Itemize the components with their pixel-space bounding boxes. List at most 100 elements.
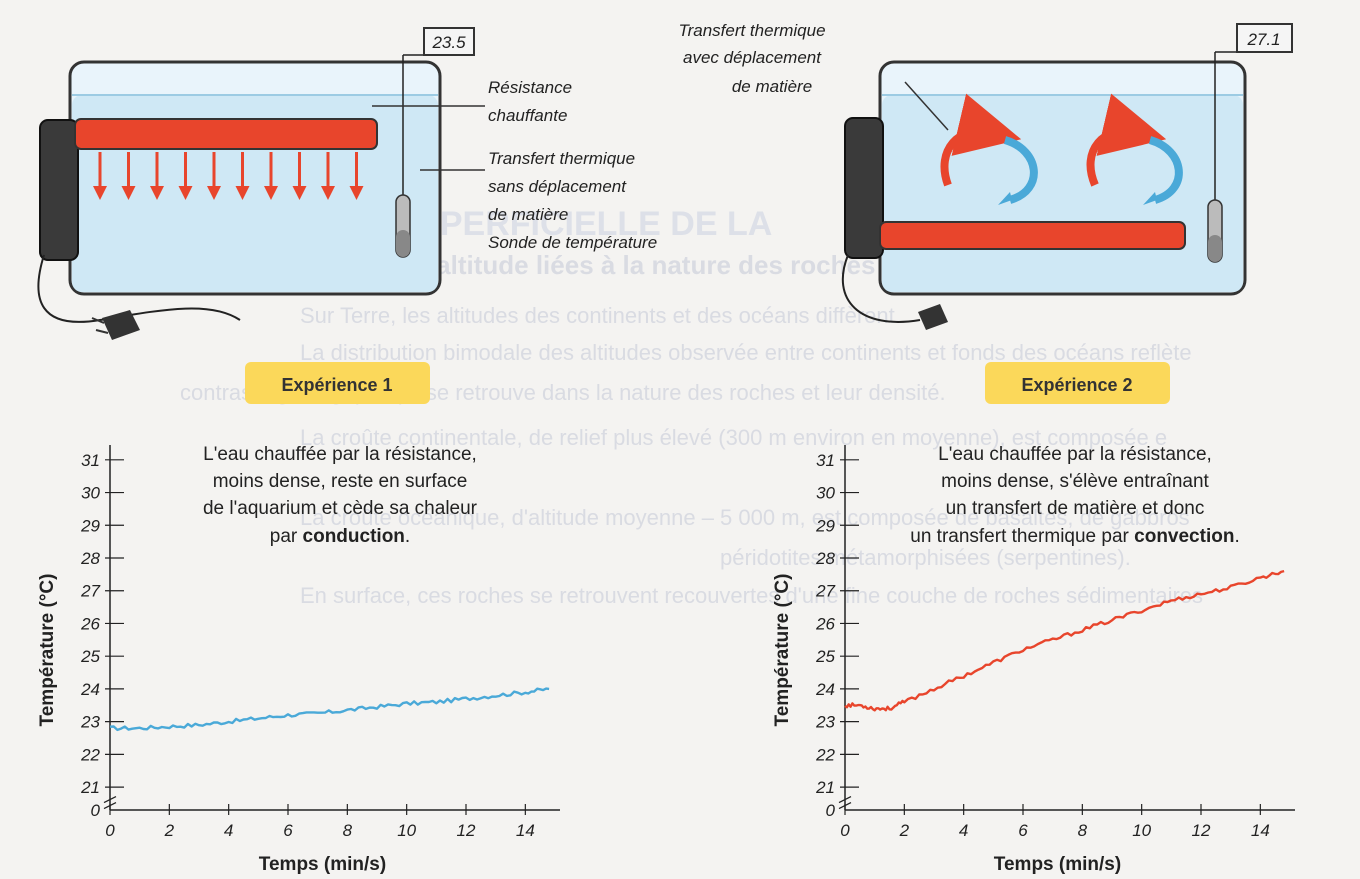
background-line: péridotites métamorphisées (serpentines)… bbox=[720, 545, 1131, 570]
power-cord-1 bbox=[37, 254, 241, 323]
y-tick-label: 24 bbox=[815, 680, 835, 699]
y-tick-label: 25 bbox=[815, 647, 835, 666]
x-tick-label: 2 bbox=[899, 821, 910, 840]
y-tick-label: 31 bbox=[816, 451, 835, 470]
heating-resistance-1 bbox=[74, 118, 378, 150]
background-line: La croûte océanique, d'altitude moyenne … bbox=[300, 505, 1190, 530]
data-series-line bbox=[109, 687, 550, 732]
convection-arrows bbox=[940, 93, 1183, 205]
label-resistance-line1: Résistance bbox=[488, 78, 572, 97]
y-tick-label-zero: 0 bbox=[91, 801, 101, 820]
badge-experience-1-label: Expérience 1 bbox=[281, 375, 392, 395]
y-tick-label: 22 bbox=[80, 745, 100, 764]
exp2-description-end: . bbox=[1234, 526, 1239, 547]
thermometer-display-2: 27.1 bbox=[1215, 23, 1293, 53]
label-transfer1-line2: sans déplacement bbox=[488, 177, 627, 196]
thermometer-display-1: 23.5 bbox=[403, 27, 475, 56]
y-axis-label: Température (°C) bbox=[772, 574, 793, 727]
label-transfer2-line3: de matière bbox=[732, 77, 812, 96]
conduction-arrow bbox=[150, 152, 164, 200]
temperature-probe-1 bbox=[395, 55, 411, 258]
x-tick-label: 10 bbox=[397, 821, 416, 840]
conduction-arrows bbox=[93, 152, 364, 200]
power-cord-2 bbox=[841, 254, 921, 323]
exp1-description-line1: L'eau chauffée par la résistance, bbox=[203, 444, 477, 465]
x-axis-label: Temps (min/s) bbox=[259, 854, 386, 875]
exp1-description-line4-text: par bbox=[270, 526, 303, 547]
background-line: La croûte continentale, de relief plus é… bbox=[300, 425, 1168, 450]
y-tick-label-zero: 0 bbox=[826, 801, 836, 820]
conduction-arrow bbox=[178, 152, 193, 200]
exp1-description-end: . bbox=[405, 526, 410, 547]
conduction-arrow bbox=[321, 152, 335, 200]
x-tick-label: 12 bbox=[457, 821, 476, 840]
y-tick-label: 21 bbox=[80, 778, 100, 797]
y-tick-label: 23 bbox=[80, 713, 100, 732]
y-tick-label: 30 bbox=[816, 484, 835, 503]
badge-experience-2: Expérience 2 bbox=[985, 362, 1170, 404]
conduction-arrow bbox=[235, 152, 250, 200]
y-axis-label: Température (°C) bbox=[37, 574, 58, 727]
exp1-description-line3: de l'aquarium et cède sa chaleur bbox=[203, 498, 478, 519]
y-tick-label: 22 bbox=[815, 745, 835, 764]
x-tick-label: 0 bbox=[840, 821, 850, 840]
exp1-description-line4: par conduction. bbox=[270, 526, 410, 547]
x-tick-label: 6 bbox=[283, 821, 293, 840]
data-series-line bbox=[844, 569, 1285, 712]
y-tick-label: 27 bbox=[815, 582, 835, 601]
y-tick-label: 29 bbox=[80, 516, 100, 535]
x-tick-label: 10 bbox=[1132, 821, 1151, 840]
conduction-arrow bbox=[264, 152, 278, 200]
x-tick-label: 14 bbox=[1251, 821, 1270, 840]
exp2-description-line2: moins dense, s'élève entraînant bbox=[941, 471, 1209, 492]
y-tick-label: 31 bbox=[81, 451, 100, 470]
exp1-description-keyword: conduction bbox=[303, 526, 405, 547]
leader-lines-2 bbox=[904, 81, 949, 131]
exp2-description-line4-text: un transfert thermique par bbox=[910, 526, 1134, 547]
background-line: La distribution bimodale des altitudes o… bbox=[300, 340, 1192, 365]
x-tick-label: 2 bbox=[164, 821, 175, 840]
label-transfer1-line1: Transfert thermique bbox=[488, 149, 635, 168]
heating-resistance-2 bbox=[879, 221, 1186, 250]
y-tick-label: 28 bbox=[80, 549, 100, 568]
thermometer-value-1: 23.5 bbox=[431, 33, 466, 52]
exp2-description-line3: un transfert de matière et donc bbox=[946, 498, 1205, 519]
thermometer-value-2: 27.1 bbox=[1246, 30, 1280, 49]
exp2-description-keyword: convection bbox=[1134, 526, 1234, 547]
x-axis-label: Temps (min/s) bbox=[994, 854, 1121, 875]
plug-1 bbox=[91, 310, 140, 340]
badge-experience-2-label: Expérience 2 bbox=[1021, 375, 1132, 395]
background-line: Sur Terre, les altitudes des continents … bbox=[300, 303, 901, 328]
label-transfer1-line3: de matière bbox=[488, 205, 568, 224]
y-tick-label: 25 bbox=[80, 647, 100, 666]
y-tick-label: 21 bbox=[815, 778, 835, 797]
y-tick-label: 26 bbox=[80, 614, 100, 633]
conduction-arrow bbox=[349, 152, 364, 200]
label-transfer2-line1: Transfert thermique bbox=[678, 21, 825, 40]
x-tick-label: 6 bbox=[1018, 821, 1028, 840]
x-tick-label: 4 bbox=[224, 821, 233, 840]
plug-2 bbox=[918, 304, 948, 330]
conduction-arrow bbox=[207, 152, 221, 200]
conduction-arrow bbox=[93, 152, 107, 200]
heater-unit-1 bbox=[37, 118, 378, 323]
conduction-arrow bbox=[121, 152, 136, 200]
badge-experience-1: Expérience 1 bbox=[245, 362, 430, 404]
y-tick-label: 29 bbox=[815, 516, 835, 535]
label-resistance-line2: chauffante bbox=[488, 106, 567, 125]
label-probe: Sonde de température bbox=[488, 233, 657, 252]
x-tick-label: 8 bbox=[343, 821, 353, 840]
x-tick-label: 12 bbox=[1192, 821, 1211, 840]
temperature-probe-2 bbox=[1207, 52, 1223, 263]
exp1-description-line2: moins dense, reste en surface bbox=[213, 471, 468, 492]
y-tick-label: 28 bbox=[815, 549, 835, 568]
x-tick-label: 14 bbox=[516, 821, 535, 840]
y-tick-label: 27 bbox=[80, 582, 100, 601]
conduction-arrow bbox=[292, 152, 307, 200]
y-tick-label: 30 bbox=[81, 484, 100, 503]
y-tick-label: 24 bbox=[80, 680, 100, 699]
exp2-description-line4: un transfert thermique par convection. bbox=[910, 526, 1239, 547]
x-tick-label: 0 bbox=[105, 821, 115, 840]
